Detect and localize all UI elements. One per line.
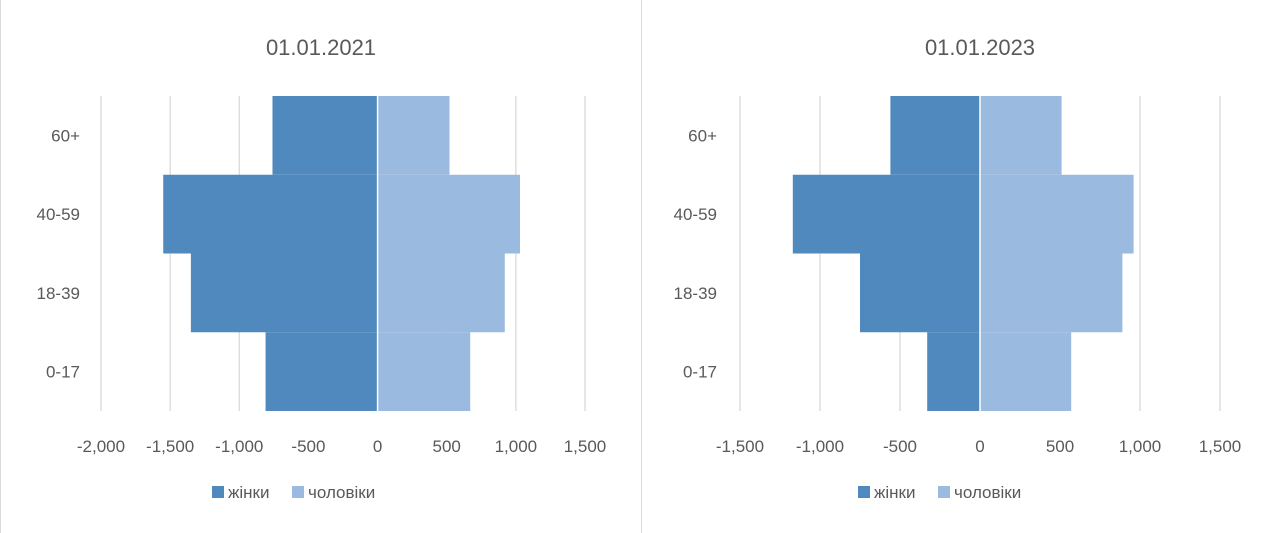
population-pyramid-2023: 01.01.2023 -1,500 -1,000 -500 0 500 1,000 1,50… (674, 35, 1242, 502)
bar-women-18-39 (190, 253, 378, 333)
x-tick-label: -1,000 (796, 437, 844, 456)
category-label: 0-17 (683, 363, 717, 382)
x-tick-label: -500 (883, 437, 917, 456)
x-tick-label: 500 (1046, 437, 1074, 456)
category-label: 18-39 (37, 284, 80, 303)
population-pyramid-2021: 01.01.2021 -2,000 -1,500 -1,000 -500 0 500 1,0… (37, 35, 607, 502)
bar-men-0-17 (980, 332, 1072, 411)
x-tick-label: -1,000 (215, 437, 263, 456)
x-tick-label: -500 (291, 437, 325, 456)
legend-label: жінки (228, 483, 269, 502)
x-tick-label: 1,500 (564, 437, 607, 456)
chart-panel-2023: 01.01.2023 -1,500 -1,000 -500 0 500 1,000 1,50… (641, 0, 1284, 533)
bar-women-0-17 (927, 332, 980, 411)
x-tick-label: 0 (975, 437, 984, 456)
legend-swatch (292, 486, 304, 498)
legend-swatch (212, 486, 224, 498)
category-label: 18-39 (674, 284, 717, 303)
legend: жінки чоловіки (212, 483, 375, 502)
bar-women-40-59 (163, 174, 378, 254)
x-tick-label: -1,500 (716, 437, 764, 456)
bar-men-18-39 (980, 253, 1123, 333)
x-tick-label: 1,000 (495, 437, 538, 456)
bar-women-40-59 (792, 174, 980, 254)
chart-title: 01.01.2023 (925, 35, 1035, 60)
x-tick-label: 0 (373, 437, 382, 456)
bar-women-0-17 (265, 332, 378, 411)
legend-swatch (938, 486, 950, 498)
chart-panel-2021: 01.01.2021 -2,000 -1,500 -1,000 -500 0 500 1,0… (0, 0, 642, 533)
x-tick-label: -2,000 (77, 437, 125, 456)
legend-label: чоловіки (308, 483, 375, 502)
bar-men-40-59 (377, 174, 521, 254)
bar-men-40-59 (980, 174, 1134, 254)
bar-men-18-39 (377, 253, 505, 333)
category-label: 60+ (51, 126, 80, 145)
legend-label: чоловіки (954, 483, 1021, 502)
category-label: 40-59 (674, 205, 717, 224)
x-tick-label: 1,000 (1119, 437, 1162, 456)
x-tick-label: 1,500 (1199, 437, 1242, 456)
category-label: 60+ (688, 126, 717, 145)
legend: жінки чоловіки (858, 483, 1021, 502)
bar-men-60+ (377, 96, 450, 175)
x-tick-label: 500 (433, 437, 461, 456)
x-tick-label: -1,500 (146, 437, 194, 456)
bar-women-60+ (890, 96, 980, 175)
legend-label: жінки (874, 483, 915, 502)
category-label: 0-17 (46, 363, 80, 382)
category-label: 40-59 (37, 205, 80, 224)
bar-men-60+ (980, 96, 1062, 175)
bar-men-0-17 (377, 332, 471, 411)
bar-women-18-39 (860, 253, 980, 333)
legend-swatch (858, 486, 870, 498)
chart-title: 01.01.2021 (266, 35, 376, 60)
bar-women-60+ (272, 96, 378, 175)
